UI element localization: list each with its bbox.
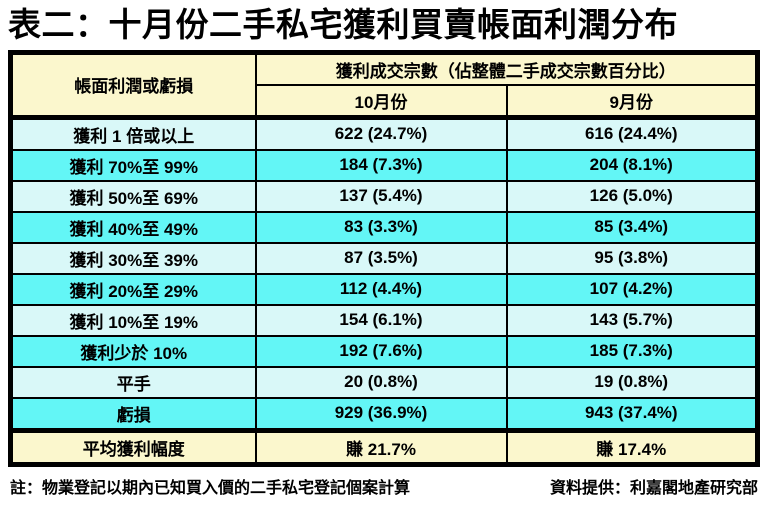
row-october-value: 20 (0.8%) (254, 365, 508, 399)
corner-header: 帳面利潤或虧損 (9, 51, 257, 120)
row-september-value: 95 (3.8%) (505, 241, 759, 275)
footnotes: 註：物業登記以期內已知買入價的二手私宅登記個案計算 資料提供：利嘉閣地產研究部 … (10, 474, 758, 505)
row-label: 獲利少於 10% (9, 334, 257, 368)
row-label: 獲利 1 倍或以上 (9, 116, 257, 151)
row-september-value: 107 (4.2%) (505, 272, 759, 306)
data-provider: 資料提供：利嘉閣地產研究部 (549, 479, 758, 497)
row-october-value: 112 (4.4%) (254, 272, 508, 306)
row-october-value: 184 (7.3%) (254, 148, 508, 182)
row-october-value: 622 (24.7%) (254, 116, 508, 151)
header-row-group: 帳面利潤或虧損 獲利成交宗數（佔整體二手成交宗數百分比） (9, 51, 759, 120)
profit-distribution-table: 帳面利潤或虧損 獲利成交宗數（佔整體二手成交宗數百分比） 10月份 9月份 獲利… (8, 49, 760, 467)
table-row: 獲利 1 倍或以上 622 (24.7%) 616 (24.4%) (9, 116, 759, 151)
average-profit-row: 平均獲利幅度 賺 21.7% 賺 17.4% (9, 427, 759, 466)
row-september-value: 185 (7.3%) (505, 334, 759, 368)
group-header: 獲利成交宗數（佔整體二手成交宗數百分比） (254, 51, 759, 86)
row-october-value: 192 (7.6%) (254, 334, 508, 368)
table-row: 獲利 40%至 49% 83 (3.3%) 85 (3.4%) (9, 210, 759, 244)
row-label: 獲利 20%至 29% (9, 272, 257, 306)
row-september-value: 204 (8.1%) (505, 148, 759, 182)
row-september-value: 19 (0.8%) (505, 365, 759, 399)
row-september-value: 126 (5.0%) (505, 179, 759, 213)
row-label: 獲利 70%至 99% (9, 148, 257, 182)
row-label: 獲利 30%至 39% (9, 241, 257, 275)
column-header-september: 9月份 (505, 83, 759, 120)
row-september-value: 85 (3.4%) (505, 210, 759, 244)
column-header-october: 10月份 (254, 83, 508, 120)
table-row: 獲利少於 10% 192 (7.6%) 185 (7.3%) (9, 334, 759, 368)
row-september-value: 943 (37.4%) (505, 396, 759, 432)
row-label: 虧損 (9, 396, 257, 432)
row-label: 獲利 10%至 19% (9, 303, 257, 337)
row-october-value: 賺 21.7% (254, 427, 508, 466)
table-row: 獲利 70%至 99% 184 (7.3%) 204 (8.1%) (9, 148, 759, 182)
page-title: 表二：十月份二手私宅獲利買賣帳面利潤分布 (8, 6, 678, 43)
row-september-value: 143 (5.7%) (505, 303, 759, 337)
table-row: 獲利 20%至 29% 112 (4.4%) 107 (4.2%) (9, 272, 759, 306)
page: 表二：十月份二手私宅獲利買賣帳面利潤分布 帳面利潤或虧損 獲利成交宗數（佔整體二… (0, 4, 768, 505)
table-row: 虧損 929 (36.9%) 943 (37.4%) (9, 396, 759, 432)
row-september-value: 賺 17.4% (505, 427, 759, 466)
row-october-value: 137 (5.4%) (254, 179, 508, 213)
row-label: 平均獲利幅度 (9, 427, 257, 466)
table-row: 獲利 30%至 39% 87 (3.5%) 95 (3.8%) (9, 241, 759, 275)
row-label: 平手 (9, 365, 257, 399)
row-october-value: 87 (3.5%) (254, 241, 508, 275)
header-row-months: 10月份 9月份 (11, 83, 759, 120)
table-row: 平手 20 (0.8%) 19 (0.8%) (9, 365, 759, 399)
row-september-value: 616 (24.4%) (505, 116, 759, 151)
table-row: 獲利 50%至 69% 137 (5.4%) 126 (5.0%) (9, 179, 759, 213)
table-row: 獲利 10%至 19% 154 (6.1%) 143 (5.7%) (9, 303, 759, 337)
row-label: 獲利 40%至 49% (9, 210, 257, 244)
row-october-value: 154 (6.1%) (254, 303, 508, 337)
row-october-value: 929 (36.9%) (254, 396, 508, 432)
row-label: 獲利 50%至 69% (9, 179, 257, 213)
row-october-value: 83 (3.3%) (254, 210, 508, 244)
footnote-1: 註：物業登記以期內已知買入價的二手私宅登記個案計算 (10, 479, 411, 497)
